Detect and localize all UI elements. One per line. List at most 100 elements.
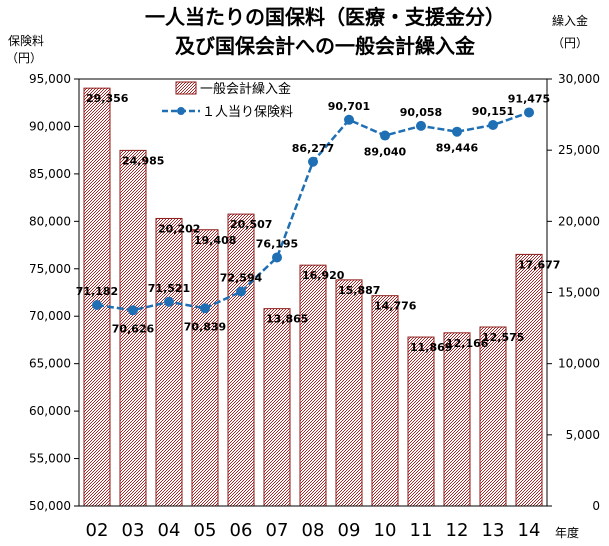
line-point — [380, 130, 390, 141]
bar — [443, 332, 471, 507]
line-point — [452, 126, 462, 137]
left-tick-label: 60,000 — [29, 404, 71, 418]
line-value-label: 71,521 — [148, 282, 190, 295]
right-tick-label: 25,000 — [558, 143, 600, 157]
x-tick-label: 05 — [194, 520, 217, 541]
line-value-label: 72,594 — [220, 272, 263, 285]
x-tick-label: 11 — [410, 520, 433, 541]
bar-value-label: 29,356 — [86, 92, 129, 105]
line-value-label: 91,475 — [508, 92, 550, 105]
right-tick-label: 30,000 — [558, 72, 600, 86]
left-tick-label: 65,000 — [29, 357, 71, 371]
line-point — [164, 296, 174, 307]
right-tick-label: 20,000 — [558, 214, 600, 228]
left-axis-ticks: 50,000 55,000 60,000 65,000 70,000 75,000 80,0… — [29, 72, 79, 513]
x-tick-label: 13 — [482, 520, 505, 541]
line-point — [128, 305, 138, 316]
bar — [515, 253, 543, 507]
bar — [299, 264, 327, 507]
x-axis-ticks: 02 03 04 05 06 07 08 09 10 11 12 13 14 — [86, 520, 541, 541]
x-tick-label: 09 — [338, 520, 361, 541]
x-tick-label: 14 — [518, 520, 541, 541]
x-tick-label: 04 — [158, 520, 181, 541]
left-tick-label: 95,000 — [29, 72, 71, 86]
line-value-label: 90,058 — [400, 106, 442, 119]
left-tick-label: 90,000 — [29, 119, 71, 133]
line-value-label: 89,446 — [436, 142, 479, 155]
x-tick-label: 02 — [86, 520, 109, 541]
line-value-label: 89,040 — [364, 146, 407, 159]
right-tick-label: 0 — [592, 499, 600, 513]
chart-title-line1: 一人当たりの国保料（医療・支援金分） — [145, 5, 505, 29]
bar — [263, 308, 291, 507]
x-tick-label: 08 — [302, 520, 325, 541]
x-tick-label: 12 — [446, 520, 469, 541]
legend-line-marker — [177, 107, 185, 115]
left-tick-label: 75,000 — [29, 262, 71, 276]
line-value-label: 70,626 — [112, 322, 155, 335]
x-tick-label: 06 — [230, 520, 253, 541]
legend-line-label: １人当り保険料 — [202, 105, 293, 120]
left-tick-label: 50,000 — [29, 499, 71, 513]
bar-value-label: 11,869 — [410, 341, 452, 354]
x-tick-label: 07 — [266, 520, 289, 541]
bar-value-label: 15,887 — [338, 284, 380, 297]
x-tick-label: 10 — [374, 520, 397, 541]
legend-bar-label: 一般会計繰入金 — [200, 81, 291, 97]
bar-value-label: 13,865 — [266, 313, 308, 326]
bar — [83, 87, 111, 507]
line-value-label: 70,839 — [184, 320, 226, 333]
bar — [407, 336, 435, 507]
bar — [371, 295, 399, 507]
left-tick-label: 80,000 — [29, 214, 71, 228]
line-point — [200, 303, 210, 314]
line-value-label: 76,195 — [256, 237, 298, 250]
left-axis-unit: （円） — [6, 51, 42, 65]
line-point — [272, 252, 282, 263]
right-axis-unit: （円） — [552, 36, 588, 50]
right-axis-ticks: 0 5,000 10,000 15,000 20,000 25,000 30,000 — [547, 72, 600, 513]
bar-value-label: 14,776 — [374, 300, 417, 313]
x-axis-label: 年度 — [555, 525, 579, 540]
line-point — [524, 107, 534, 118]
left-axis-label: 保険料 — [8, 34, 44, 48]
bar — [191, 229, 219, 507]
line-value-label: 71,182 — [76, 285, 118, 298]
line-series — [92, 107, 534, 316]
line-point — [344, 114, 354, 125]
right-tick-label: 5,000 — [566, 428, 600, 442]
line-point — [308, 156, 318, 167]
left-tick-label: 85,000 — [29, 167, 71, 181]
bar-value-label: 20,507 — [230, 218, 272, 231]
bar-value-label: 24,985 — [122, 154, 164, 167]
right-tick-label: 15,000 — [558, 286, 600, 300]
bar-value-label: 12,575 — [482, 331, 524, 344]
line-point — [236, 286, 246, 297]
legend-bar-swatch — [175, 81, 197, 95]
line-point — [488, 120, 498, 131]
bar-value-label: 17,677 — [518, 258, 560, 271]
chart-title-line2: 及び国保会計への一般会計繰入金 — [175, 34, 476, 58]
bar-value-label: 19,408 — [194, 234, 236, 247]
line-point — [92, 300, 102, 311]
right-tick-label: 10,000 — [558, 357, 600, 371]
bar — [479, 326, 507, 507]
x-tick-label: 03 — [122, 520, 145, 541]
bar-series — [83, 87, 543, 507]
bar-value-label: 12,166 — [446, 337, 489, 350]
line-data-labels: 71,182 70,626 71,521 70,839 72,594 76,195 86,2… — [76, 92, 550, 335]
right-axis-label: 繰入金 — [552, 13, 588, 28]
line-value-label: 90,151 — [472, 105, 514, 118]
legend: 一般会計繰入金 １人当り保険料 — [162, 81, 293, 120]
bar — [227, 213, 255, 507]
bar-value-label: 16,920 — [302, 269, 345, 282]
line-value-label: 86,277 — [292, 142, 334, 155]
left-tick-label: 70,000 — [29, 309, 71, 323]
line-point — [416, 120, 426, 131]
line-value-label: 90,701 — [328, 100, 370, 113]
bar — [155, 217, 183, 507]
bar — [335, 279, 363, 507]
bar — [119, 149, 147, 507]
